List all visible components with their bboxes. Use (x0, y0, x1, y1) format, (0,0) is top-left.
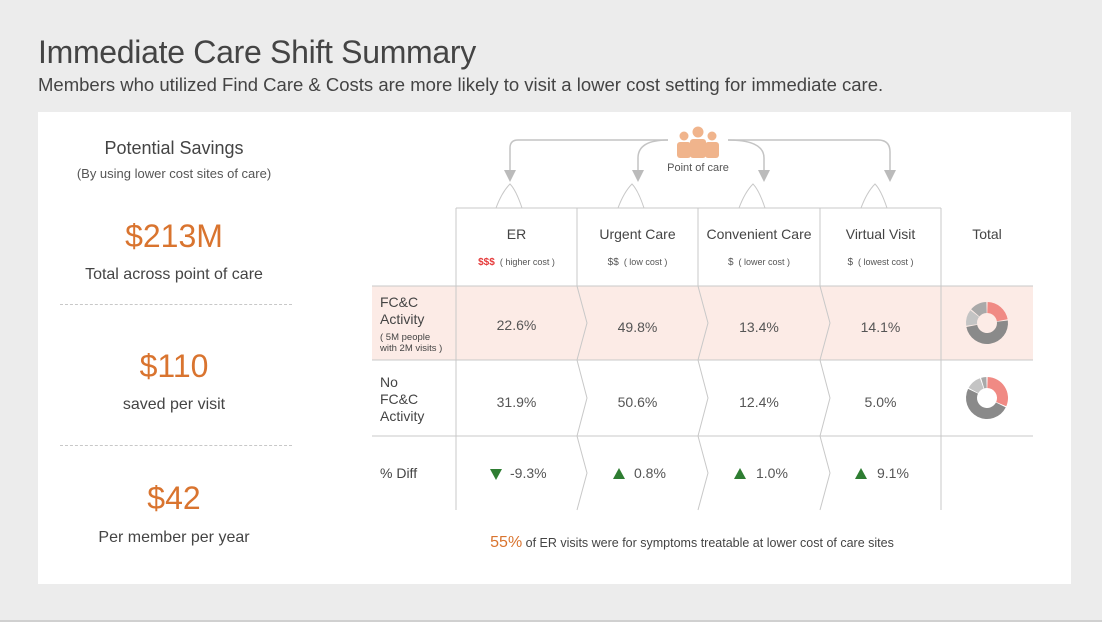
donut-slice-fcc-2 (966, 310, 980, 326)
row-label-fcc-activity: FC&C Activity ( 5M people with 2M visits… (380, 294, 442, 354)
footnote-text: of ER visits were for symptoms treatable… (525, 536, 894, 550)
diff-urgent-value: 0.8% (634, 465, 666, 481)
flow-arrow-er (504, 139, 668, 182)
bottom-border (0, 620, 1102, 622)
diff-convenient-value: 1.0% (756, 465, 788, 481)
cost-label-convenient-care: $ ( lower cost ) (698, 257, 820, 268)
footnote-percent: 55% (490, 534, 523, 551)
row-note-line: ( 5M people (380, 332, 431, 343)
savings-divider (60, 445, 292, 446)
col-header-virtual-visit: Virtual Visit (845, 226, 916, 242)
diff-up-arrow-icon (855, 468, 867, 479)
savings-divider (60, 304, 292, 305)
cost-text: ( lower cost ) (738, 257, 791, 267)
cost-symbol: $ (727, 257, 734, 268)
diff-down-arrow-icon (490, 469, 502, 480)
savings-subtitle: (By using lower cost sites of care) (76, 166, 272, 181)
donut-slice-nofcc-0 (987, 377, 1008, 407)
col-header-convenient-care: Convenient Care (706, 226, 812, 242)
fcc-er-value: 22.6% (496, 317, 537, 333)
col-header-er: ER (506, 226, 527, 242)
savings-title: Potential Savings (104, 138, 244, 158)
savings-per-visit-value: $110 (139, 348, 209, 384)
flow-arrow-urgent (632, 139, 669, 182)
savings-total-label: Total across point of care (85, 266, 263, 283)
donut-slice-fcc-0 (987, 302, 1008, 322)
summary-panel: Potential Savings (By using lower cost s… (38, 112, 1071, 584)
fcc-urgent-value: 49.8% (617, 319, 658, 335)
row-note: ( 5M people with 2M visits ) (380, 332, 442, 354)
row-label-line: Activity (380, 311, 425, 327)
row-label-diff: % Diff (380, 465, 418, 481)
row-label-no-fcc-activity: No FC&C Activity (380, 374, 424, 425)
nofcc-er-value: 31.9% (496, 394, 537, 410)
cost-text: ( higher cost ) (499, 257, 555, 267)
column-tab-er (456, 183, 523, 209)
savings-total-value: $213M (125, 218, 223, 254)
nofcc-convenient-value: 12.4% (739, 394, 779, 410)
cost-symbol: $$ (607, 257, 619, 268)
cost-symbol: $$$ (478, 257, 495, 268)
people-group-icon (677, 126, 719, 158)
col-header-urgent-care: Urgent Care (599, 226, 676, 242)
donut-slice-nofcc-2 (968, 378, 984, 394)
row-label-line: FC&C (380, 391, 419, 407)
fcc-convenient-value: 13.4% (739, 319, 779, 335)
diff-virtual-value: 9.1% (877, 465, 909, 481)
page-title: Immediate Care Shift Summary (38, 34, 476, 70)
diff-up-arrow-icon (734, 468, 746, 479)
row-label-line: Activity (380, 408, 425, 424)
col-header-total: Total (972, 226, 1002, 242)
donut-slice-nofcc-3 (981, 377, 987, 389)
row-label-line: FC&C (380, 294, 419, 310)
donut-slice-nofcc-1 (965, 388, 1006, 420)
donut-slice-fcc-1 (966, 320, 1009, 345)
savings-per-visit-label: saved per visit (122, 396, 226, 413)
donut-slice-fcc-3 (971, 302, 987, 317)
flow-arrow-virtual (728, 139, 896, 182)
cost-symbol: $ (847, 257, 854, 268)
cost-label-er: $$$ ( higher cost ) (456, 257, 577, 268)
table-structure (372, 126, 1033, 511)
row-note-line: with 2M visits ) (380, 343, 443, 354)
fcc-row-highlight (372, 286, 1033, 360)
cost-label-urgent-care: $$ ( low cost ) (577, 257, 698, 268)
point-of-care-label: Point of care (667, 162, 729, 174)
row-label-line: No (380, 374, 398, 390)
savings-pmpy-label: Per member per year (98, 529, 250, 546)
nofcc-urgent-value: 50.6% (617, 394, 658, 410)
column-tab-urgent (578, 183, 645, 209)
cost-label-virtual-visit: $ ( lowest cost ) (820, 257, 941, 268)
cost-text: ( low cost ) (623, 257, 668, 267)
column-tab-virtual (821, 183, 888, 209)
cost-text: ( lowest cost ) (858, 257, 914, 267)
column-tab-convenient (699, 183, 766, 209)
footnote: 55% of ER visits were for symptoms treat… (372, 534, 1012, 552)
savings-pmpy-value: $42 (147, 480, 201, 516)
nofcc-virtual-value: 5.0% (864, 394, 897, 410)
fcc-virtual-value: 14.1% (860, 319, 901, 335)
page-subtitle: Members who utilized Find Care & Costs a… (38, 74, 884, 95)
diff-up-arrow-icon (613, 468, 625, 479)
diff-er-value: -9.3% (510, 465, 547, 481)
